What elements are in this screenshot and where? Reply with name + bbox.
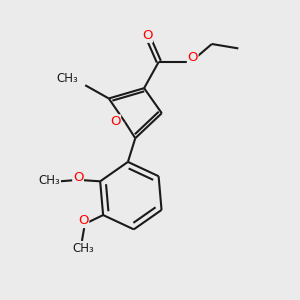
Text: O: O	[188, 51, 198, 64]
Text: CH₃: CH₃	[73, 242, 94, 255]
Text: CH₃: CH₃	[39, 174, 60, 187]
Text: O: O	[73, 171, 83, 184]
Text: O: O	[78, 214, 88, 227]
Text: CH₃: CH₃	[56, 72, 78, 85]
Text: O: O	[142, 29, 152, 42]
Text: O: O	[110, 115, 121, 128]
